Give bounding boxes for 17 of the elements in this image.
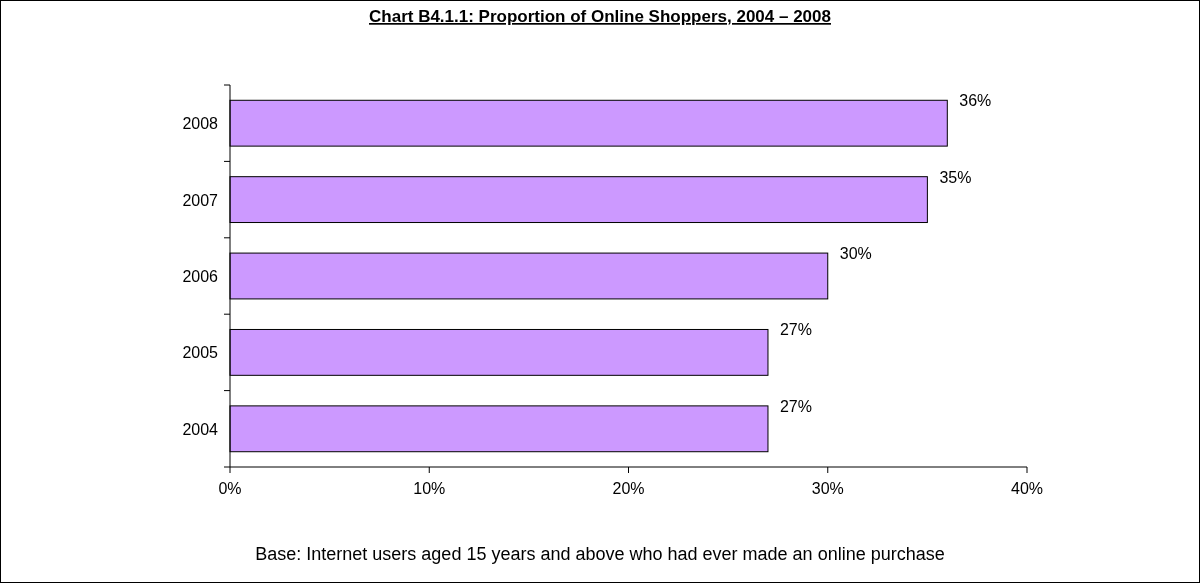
y-tick-label: 2004 (182, 420, 219, 438)
x-tick-label: 10% (413, 480, 446, 497)
chart-title: Chart B4.1.1: Proportion of Online Shoppers, 2004 – 2008 (369, 7, 831, 26)
y-tick-label: 2008 (182, 115, 219, 133)
data-label: 36% (959, 92, 992, 110)
x-tick-label: 20% (612, 480, 645, 497)
y-tick-label: 2006 (182, 268, 219, 285)
y-tick-label: 2007 (182, 191, 219, 209)
data-label: 27% (779, 397, 813, 415)
x-tick-label: 0% (218, 480, 242, 497)
y-tick-label: 2005 (182, 344, 219, 362)
data-label: 35% (939, 168, 972, 186)
x-tick-label: 30% (811, 480, 844, 497)
x-tick-label: 40% (1010, 480, 1044, 497)
data-label: 30% (839, 245, 872, 263)
data-label: 27% (779, 321, 813, 339)
text: Base: Internet users aged 15 years and above who had ever made an online purchase (255, 544, 945, 564)
